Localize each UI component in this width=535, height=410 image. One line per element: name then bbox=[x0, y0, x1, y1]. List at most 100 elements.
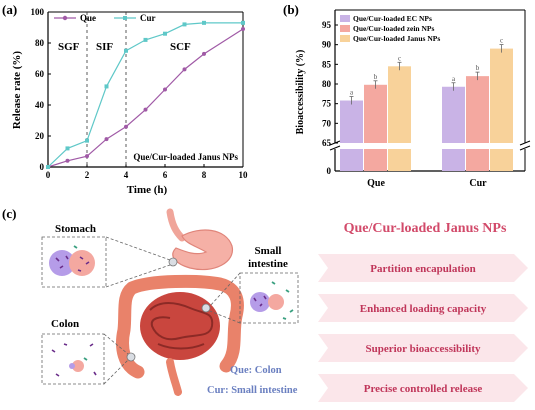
panel-c: (c) Stomach bbox=[2, 206, 528, 402]
feature-pill-text: Precise controlled release bbox=[364, 383, 483, 395]
stomach-inset: Stomach bbox=[41, 223, 171, 288]
significance-letter: b bbox=[476, 64, 480, 72]
bar-base bbox=[340, 149, 363, 171]
stomach-particle-cur-half bbox=[69, 250, 95, 276]
bar-base bbox=[388, 149, 411, 171]
significance-letter: c bbox=[398, 54, 401, 62]
a-y-tick-label: 0 bbox=[40, 162, 45, 172]
series-line-cur bbox=[47, 22, 243, 168]
a-x-tick-label: 10 bbox=[239, 170, 249, 180]
panel-b-label: (b) bbox=[283, 2, 299, 17]
b-category-label: Que bbox=[367, 178, 385, 189]
point-que bbox=[124, 124, 128, 129]
legend-ec-swatch bbox=[340, 15, 350, 22]
point-que bbox=[104, 137, 109, 142]
stomach-inset-box bbox=[41, 236, 107, 288]
point-cur bbox=[85, 138, 89, 143]
feature-pill-bg bbox=[318, 374, 528, 402]
stomach-particle-que-half bbox=[49, 250, 75, 276]
small-intestine-label-1: Small bbox=[255, 245, 282, 257]
colon-inset-box bbox=[41, 333, 105, 385]
legend-janus-swatch bbox=[340, 35, 350, 42]
b-y-tick-label: 85 bbox=[322, 59, 332, 69]
colon-cur-dot bbox=[83, 357, 88, 361]
a-series bbox=[46, 20, 245, 169]
bar bbox=[466, 76, 489, 143]
small-intestine-marker bbox=[201, 303, 211, 313]
janus-title: Que/Cur-loaded Janus NPs bbox=[344, 221, 507, 236]
significance-letter: c bbox=[500, 37, 503, 45]
legend-que-marker bbox=[62, 15, 68, 21]
point-cur bbox=[124, 48, 128, 53]
point-cur bbox=[65, 146, 70, 151]
a-x-tick-label: 4 bbox=[124, 170, 129, 180]
bar bbox=[388, 66, 411, 143]
bar-base bbox=[442, 149, 465, 171]
a-y-label: Release rate (%) bbox=[11, 51, 23, 130]
point-que bbox=[163, 87, 167, 92]
legend-zein-text: Que/Cur-loaded zein NPs bbox=[353, 24, 434, 33]
colon-released-que-dots bbox=[51, 343, 97, 377]
a-x-tick-label: 8 bbox=[202, 170, 207, 180]
b-y-tick-label: 75 bbox=[322, 99, 332, 109]
significance-letter: a bbox=[350, 89, 354, 97]
bar-base bbox=[364, 149, 387, 171]
phase-label-sgf: SGF bbox=[58, 41, 80, 53]
bar-base bbox=[466, 149, 489, 171]
colon-connector-bottom bbox=[103, 359, 129, 385]
intestine-loops-lower bbox=[157, 343, 205, 350]
point-cur bbox=[104, 84, 109, 89]
point-que bbox=[241, 27, 245, 32]
bar bbox=[490, 48, 513, 143]
stomach-label: Stomach bbox=[55, 223, 96, 235]
stomach-released-dot bbox=[73, 245, 78, 249]
point-que bbox=[182, 67, 187, 72]
b-y-label: Bioaccessibility (%) bbox=[295, 50, 306, 135]
feature-pill-bg bbox=[318, 334, 528, 362]
legend-zein-swatch bbox=[340, 25, 350, 32]
si-particle-que-half bbox=[250, 292, 270, 312]
stomach-drug-dots bbox=[55, 255, 90, 272]
rectum-shape bbox=[166, 358, 182, 396]
b-category-label: Cur bbox=[469, 178, 487, 189]
b-legend: Que/Cur-loaded EC NPs Que/Cur-loaded zei… bbox=[340, 14, 440, 43]
point-cur bbox=[241, 20, 245, 25]
a-y-tick-label: 100 bbox=[31, 7, 45, 17]
stomach-shape bbox=[172, 229, 234, 271]
point-cur bbox=[202, 20, 206, 25]
colon-particle-cur-half bbox=[72, 360, 84, 372]
point-que bbox=[65, 158, 70, 163]
b-y-tick-label: 70 bbox=[322, 118, 332, 128]
significance-letter: a bbox=[452, 75, 456, 83]
stomach-connector-bottom bbox=[105, 264, 171, 288]
digestive-tract-illustration bbox=[116, 208, 244, 396]
small-intestine-connector-top bbox=[209, 272, 241, 307]
colon-label: Colon bbox=[51, 318, 79, 330]
small-intestine-inset: Small intestine bbox=[209, 245, 299, 324]
si-released-dots bbox=[271, 281, 294, 320]
axis-break-gap bbox=[329, 143, 529, 149]
legend-ec-text: Que/Cur-loaded EC NPs bbox=[353, 14, 432, 23]
legend-cur-small-intestine: Cur: Small intestine bbox=[207, 385, 298, 396]
legend-janus-text: Que/Cur-loaded Janus NPs bbox=[353, 34, 440, 43]
colon-marker bbox=[126, 352, 136, 362]
a-annotation: Que/Cur-loaded Janus NPs bbox=[133, 152, 238, 162]
a-legend: Que Cur bbox=[54, 13, 156, 23]
significance-letter: b bbox=[374, 73, 378, 81]
feature-pill-bg bbox=[318, 254, 528, 282]
a-x-label: Time (h) bbox=[127, 184, 168, 196]
legend-que-text: Que bbox=[80, 13, 96, 23]
a-y-tick-label: 40 bbox=[35, 100, 45, 110]
bar bbox=[340, 100, 363, 143]
b-y-tick-label: 65 bbox=[322, 138, 332, 148]
stomach-connector-top bbox=[105, 236, 171, 261]
bar bbox=[364, 84, 387, 143]
small-intestine-shape bbox=[140, 292, 220, 360]
b-ticks: 0 65 70 75 80 85 90 95 bbox=[322, 20, 338, 176]
legend-cur-text: Cur bbox=[140, 13, 156, 23]
phase-label-scf: SCF bbox=[170, 41, 191, 53]
colon-shape bbox=[116, 274, 244, 379]
colon-connector-top bbox=[103, 333, 129, 355]
legend-cur-marker bbox=[123, 16, 127, 20]
